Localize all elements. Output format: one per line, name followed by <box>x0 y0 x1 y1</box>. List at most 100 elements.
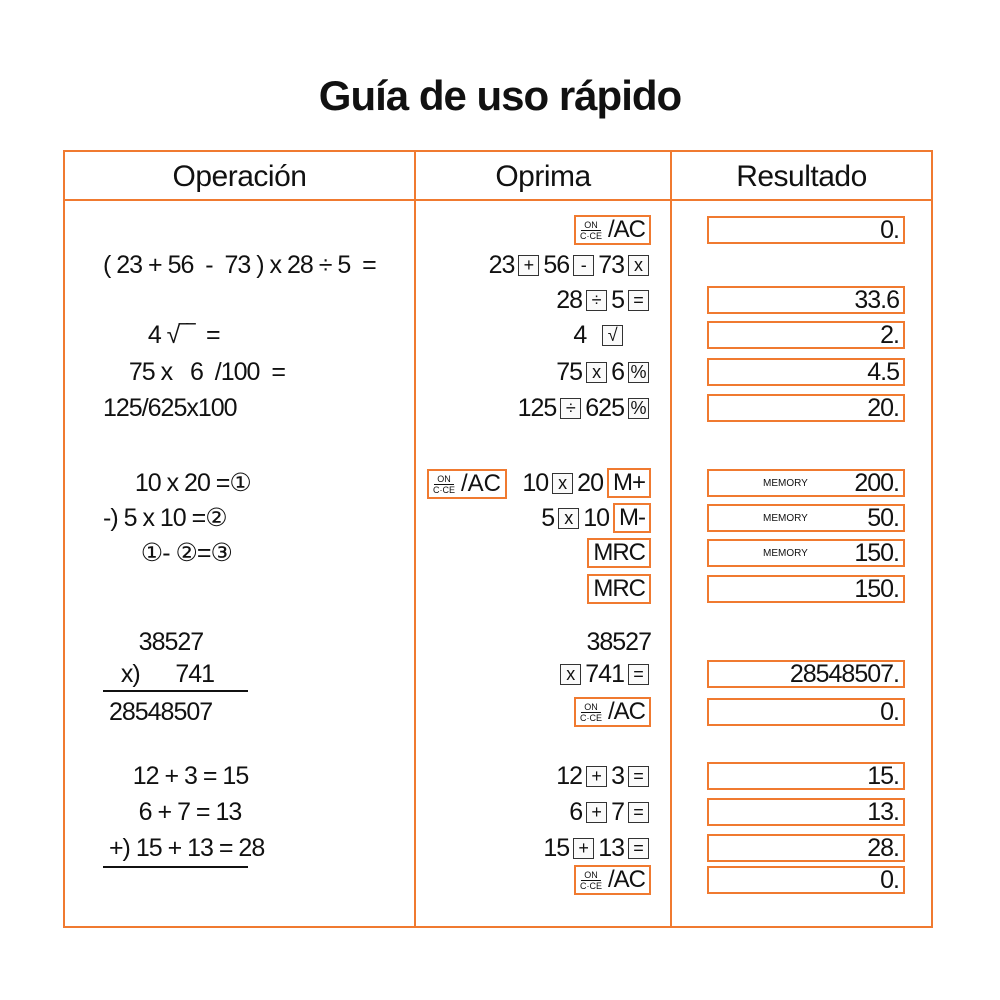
result-display: MEMORY 150. <box>707 539 905 567</box>
key-plus-icon: + <box>586 801 608 823</box>
result-value: 4.5 <box>867 358 900 386</box>
on-label: ON <box>581 220 601 231</box>
number-text: 741 <box>585 659 625 688</box>
key-percent-icon: % <box>628 397 649 419</box>
number-text: 15 <box>543 833 570 862</box>
key-sequence: MRC <box>585 538 651 568</box>
result-value: 20. <box>867 394 900 422</box>
operation-text: 38527 <box>103 628 205 656</box>
on-ac-key: ON C·CE/AC <box>573 215 651 245</box>
result-value: 2. <box>880 321 900 349</box>
cce-label: C·CE <box>579 712 602 723</box>
number-text <box>627 321 651 350</box>
cce-label: C·CE <box>579 880 602 891</box>
key-plus-icon: + <box>586 765 608 787</box>
key-sequence: MRC <box>585 574 651 604</box>
quick-guide-table: Operación Oprima Resultado ON C·CE/AC 0.( … <box>63 150 933 928</box>
key-sequence: 5 x 10 M- <box>541 503 651 533</box>
number-text: 5 <box>541 503 555 532</box>
operation-text: 75 x 6 /100 = <box>117 358 286 386</box>
result-display: 28548507. <box>707 660 905 688</box>
operation-text: 10 x 20 =① <box>117 469 252 497</box>
key-equals-icon: = <box>628 837 649 859</box>
number-text: 6 <box>611 357 625 386</box>
key-plus-icon: + <box>573 837 595 859</box>
header-result: Resultado <box>736 160 867 193</box>
key-equals-icon: = <box>628 765 649 787</box>
on-cce-label: ON C·CE <box>433 474 455 495</box>
header-divider <box>65 199 931 201</box>
key-percent-icon: % <box>628 361 649 383</box>
result-value: 50. <box>867 504 900 532</box>
memory-key: M+ <box>606 468 651 498</box>
memory-indicator: MEMORY <box>763 513 808 524</box>
key-sequence: 23 +56-73 x <box>489 250 651 280</box>
sum-underline <box>103 866 248 868</box>
sum-underline <box>103 690 248 692</box>
number-text: 7 <box>611 797 625 826</box>
key-sequence: 6 +7 = <box>569 797 651 827</box>
column-divider <box>670 152 672 926</box>
key-sequence: 38527 <box>586 627 652 657</box>
result-display: 0. <box>707 698 905 726</box>
ac-label: /AC <box>607 866 646 893</box>
memory-key: MRC <box>587 574 651 604</box>
result-display: 2. <box>707 321 905 349</box>
result-value: 13. <box>867 798 900 826</box>
key-sequence: ON C·CE/AC <box>573 215 651 245</box>
cce-label: C·CE <box>433 484 455 495</box>
operation-text: ( 23 + 56 - 73 ) x 28 ÷ 5 = <box>103 251 377 279</box>
on-label: ON <box>581 702 601 713</box>
number-text: 13 <box>598 833 625 862</box>
result-display: 20. <box>707 394 905 422</box>
number-text: 28 <box>556 285 583 314</box>
number-text: 38527 <box>586 627 652 656</box>
result-display: MEMORY 50. <box>707 504 905 532</box>
result-display: 0. <box>707 866 905 894</box>
key-multiply-icon: x <box>558 507 580 529</box>
on-cce-label: ON C·CE <box>580 870 602 891</box>
result-display: 33.6 <box>707 286 905 314</box>
on-ac-key: ON C·CE/AC <box>427 469 508 499</box>
key-equals-icon: = <box>628 801 649 823</box>
result-display: 15. <box>707 762 905 790</box>
number-text: 5 <box>611 285 625 314</box>
number-text: 4 <box>573 320 599 349</box>
operation-text: 4 √‾‾ = <box>130 321 221 349</box>
column-divider <box>414 152 416 926</box>
key-divide-icon: ÷ <box>586 289 608 311</box>
number-text: 625 <box>585 393 625 422</box>
number-text: 3 <box>611 761 625 790</box>
result-value: 200. <box>854 469 900 497</box>
result-value: 28548507. <box>789 660 900 688</box>
key-sequence: 75 x 6% <box>556 357 651 387</box>
memory-indicator: MEMORY <box>763 548 808 559</box>
operation-text: 28548507 <box>103 698 213 726</box>
number-text: 20 <box>577 468 604 497</box>
on-cce-label: ON C·CE <box>580 702 602 723</box>
key-multiply-icon: x <box>552 472 574 494</box>
number-text: 75 <box>556 357 583 386</box>
cce-label: C·CE <box>579 230 602 241</box>
result-display: MEMORY 200. <box>707 469 905 497</box>
on-cce-label: ON C·CE <box>580 220 602 241</box>
operation-text: ①- ②=③ <box>117 539 233 567</box>
key-sequence: 125 ÷ 625% <box>518 393 651 423</box>
on-ac-key: ON C·CE/AC <box>573 697 651 727</box>
operation-text: 6 + 7 = 13 <box>103 798 243 826</box>
ac-label: /AC <box>607 216 646 243</box>
result-display: 4.5 <box>707 358 905 386</box>
operation-text: 12 + 3 = 15 <box>103 762 250 790</box>
key-sequence: 12 +3 = <box>556 761 651 791</box>
result-value: 33.6 <box>854 286 900 314</box>
key-sequence: 4 √ <box>573 320 651 350</box>
memory-key: MRC <box>587 538 651 568</box>
key-sequence: x 741 = <box>558 659 651 689</box>
key-plus-icon: + <box>518 254 540 276</box>
page-title: Guía de uso rápido <box>318 72 682 119</box>
memory-indicator: MEMORY <box>763 478 808 489</box>
operation-text: +) 15 + 13 = 28 <box>103 834 265 862</box>
number-text: 125 <box>517 393 558 422</box>
key-multiply-icon: x <box>586 361 608 383</box>
result-value: 15. <box>867 762 900 790</box>
